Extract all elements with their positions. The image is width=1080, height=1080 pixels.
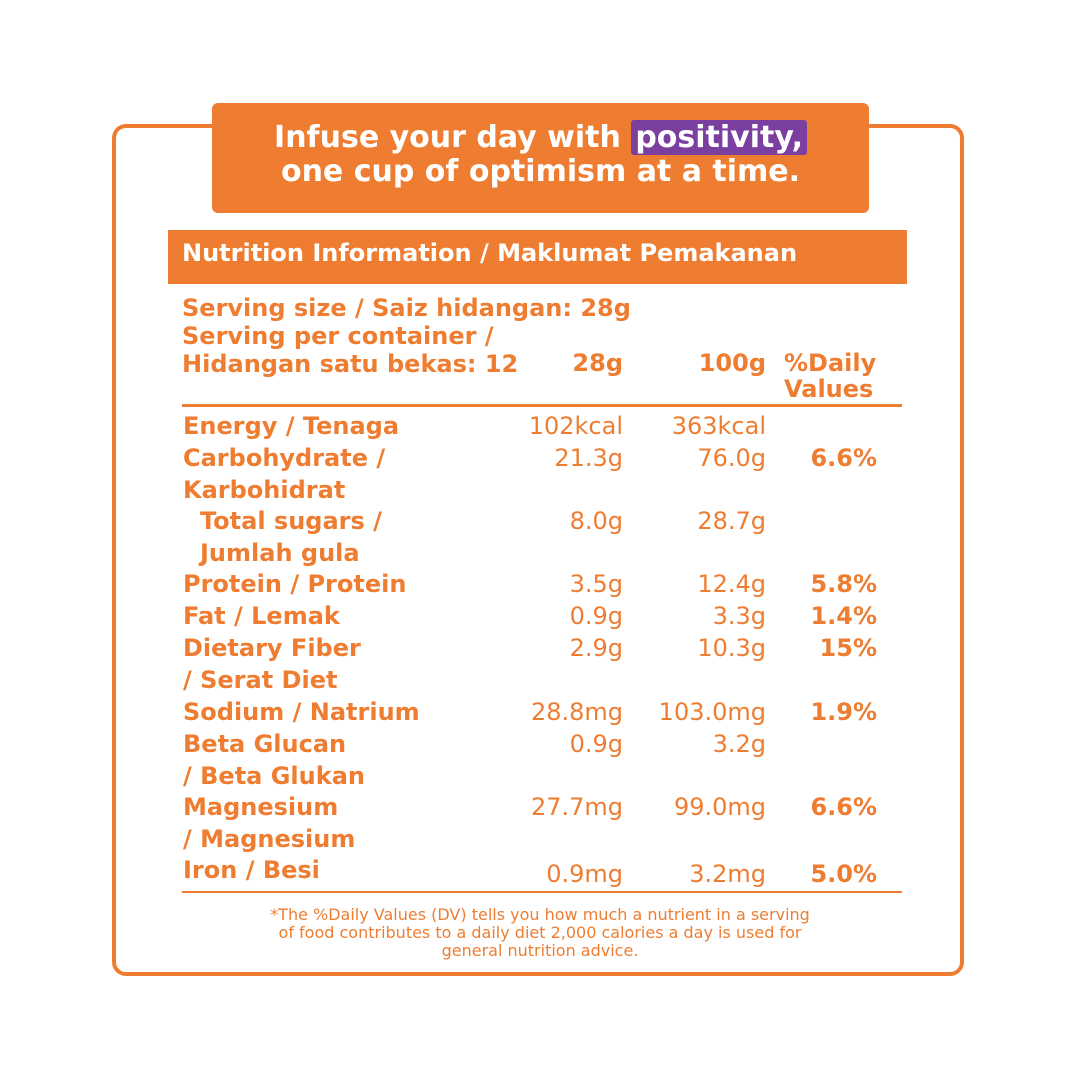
- value-per-serving: 28.8mg: [530, 698, 623, 726]
- value-per-serving: 3.5g: [569, 570, 623, 598]
- value-per-100g: 3.2g: [712, 730, 766, 758]
- column-header-28g: 28g: [572, 349, 623, 377]
- nutrient-label: Beta Glucan / Beta Glukan: [183, 730, 365, 790]
- serving-per-container: Serving per container /: [182, 322, 494, 350]
- nutrient-label: Protein / Protein: [183, 570, 407, 598]
- value-per-100g: 3.3g: [712, 602, 766, 630]
- daily-value: 1.4%: [810, 602, 877, 630]
- slogan-banner: Infuse your day with positivity, one cup…: [212, 103, 869, 213]
- value-per-100g: 76.0g: [697, 444, 766, 472]
- footnote: *The %Daily Values (DV) tells you how mu…: [270, 905, 810, 960]
- nutrition-header: Nutrition Information / Maklumat Pemakan…: [168, 230, 907, 284]
- nutrient-label: Carbohydrate / Karbohidrat: [183, 444, 386, 504]
- daily-value: 6.6%: [810, 793, 877, 821]
- slogan-highlight: positivity,: [631, 120, 807, 155]
- column-header-daily-values: %Daily Values: [784, 349, 877, 403]
- daily-value: 1.9%: [810, 698, 877, 726]
- value-per-100g: 12.4g: [697, 570, 766, 598]
- value-per-serving: 0.9g: [569, 602, 623, 630]
- value-per-serving: 0.9mg: [546, 860, 623, 888]
- value-per-100g: 99.0mg: [673, 793, 766, 821]
- header-divider: [182, 404, 902, 407]
- value-per-100g: 10.3g: [697, 634, 766, 662]
- value-per-100g: 3.2mg: [689, 860, 766, 888]
- footer-divider: [182, 891, 902, 893]
- nutrient-label: Total sugars / Jumlah gula: [200, 507, 382, 567]
- column-header-100g: 100g: [698, 349, 766, 377]
- nutrient-label: Magnesium / Magnesium: [183, 793, 356, 853]
- value-per-serving: 8.0g: [569, 507, 623, 535]
- nutrient-label: Iron / Besi: [183, 856, 320, 884]
- nutrient-label: Sodium / Natrium: [183, 698, 420, 726]
- daily-value: 5.0%: [810, 860, 877, 888]
- nutrient-label: Dietary Fiber / Serat Diet: [183, 634, 361, 694]
- daily-value: 5.8%: [810, 570, 877, 598]
- value-per-serving: 27.7mg: [530, 793, 623, 821]
- value-per-100g: 103.0mg: [658, 698, 766, 726]
- value-per-100g: 363kcal: [671, 412, 766, 440]
- value-per-serving: 0.9g: [569, 730, 623, 758]
- nutrient-label: Fat / Lemak: [183, 602, 340, 630]
- nutrition-title: Nutrition Information / Maklumat Pemakan…: [182, 239, 798, 267]
- daily-value: 6.6%: [810, 444, 877, 472]
- daily-value: 15%: [819, 634, 877, 662]
- serving-info: Serving size / Saiz hidangan: 28g Servin…: [182, 294, 642, 378]
- value-per-100g: 28.7g: [697, 507, 766, 535]
- slogan-line-1: Infuse your day with positivity,: [212, 120, 869, 155]
- slogan-line-2: one cup of optimism at a time.: [280, 154, 801, 189]
- value-per-serving: 21.3g: [554, 444, 623, 472]
- servings-count: Hidangan satu bekas: 12: [182, 350, 519, 378]
- value-per-serving: 2.9g: [569, 634, 623, 662]
- serving-size: Serving size / Saiz hidangan: 28g: [182, 294, 631, 322]
- nutrient-label: Energy / Tenaga: [183, 412, 400, 440]
- value-per-serving: 102kcal: [528, 412, 623, 440]
